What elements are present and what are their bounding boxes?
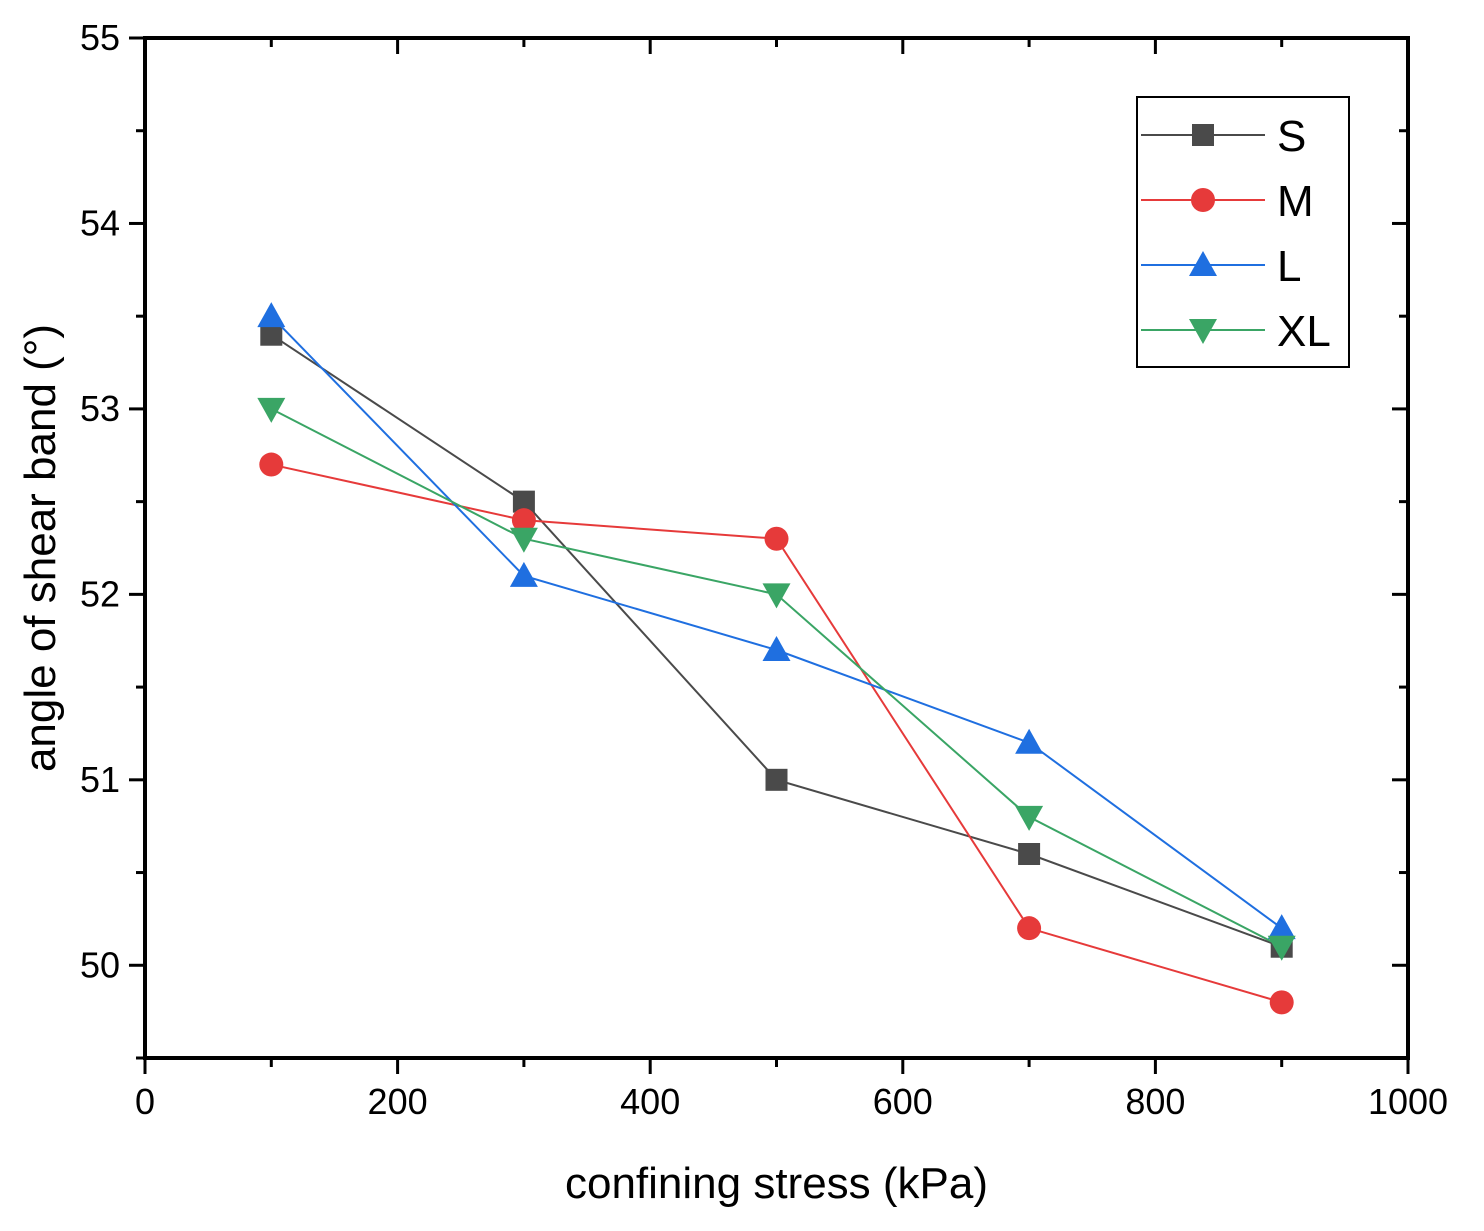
y-axis-title: angle of shear band (°) — [16, 324, 65, 772]
y-tick-label: 52 — [80, 573, 120, 614]
data-point-s — [260, 323, 283, 346]
legend-item-s: S — [1141, 112, 1306, 161]
legend-marker-m — [1191, 188, 1215, 212]
legend-item-l: L — [1141, 242, 1301, 291]
series-m — [259, 452, 1294, 1015]
y-tick-label: 50 — [80, 944, 120, 985]
data-point-m — [259, 452, 284, 477]
series-l — [257, 302, 1296, 940]
ticks-layer: 0 200 400 600 800 1000 50 51 52 53 54 55 — [80, 17, 1448, 1122]
legend-item-m: M — [1141, 177, 1314, 226]
x-tick-label: 200 — [368, 1081, 428, 1122]
legend-label-l: L — [1277, 242, 1301, 291]
legend: SML XL — [1136, 96, 1350, 368]
data-point-l — [1015, 728, 1044, 754]
y-tick-label: 51 — [80, 759, 120, 800]
data-point-xl — [509, 527, 538, 553]
series-line-xl — [270, 408, 1283, 948]
x-axis-title: confining stress (kPa) — [565, 1159, 988, 1208]
series-xl — [257, 397, 1296, 961]
data-point-xl — [1267, 935, 1296, 961]
y-tick-label: 54 — [80, 202, 120, 243]
data-point-m — [1017, 916, 1042, 941]
plot-frame — [143, 36, 1410, 1060]
legend-label-s: S — [1277, 112, 1306, 161]
data-point-m — [511, 508, 536, 533]
legend-label-m: M — [1277, 177, 1314, 226]
data-point-xl — [762, 583, 791, 609]
data-point-l — [1267, 914, 1296, 940]
legend-box — [1136, 96, 1350, 368]
y-tick-label: 55 — [80, 17, 120, 58]
legend-marker-l — [1189, 251, 1217, 276]
x-tick-label: 1000 — [1368, 1081, 1448, 1122]
data-point-s — [765, 768, 788, 791]
x-tick-label: 600 — [873, 1081, 933, 1122]
x-tick-label: 400 — [620, 1081, 680, 1122]
data-point-l — [257, 302, 286, 328]
legend-marker-s — [1192, 124, 1214, 146]
data-point-m — [764, 526, 789, 551]
data-point-s — [512, 490, 535, 513]
series-layer — [257, 302, 1296, 1015]
legend-label-xl: XL — [1277, 307, 1331, 356]
legend-item-xl: XL — [1141, 307, 1331, 356]
data-point-l — [762, 636, 791, 661]
x-tick-label: 0 — [135, 1081, 155, 1122]
data-point-m — [1269, 990, 1294, 1015]
data-point-xl — [257, 397, 286, 423]
series-line-l — [270, 315, 1283, 929]
y-tick-label: 53 — [80, 388, 120, 429]
legend-marker-xl — [1189, 319, 1217, 344]
data-point-s — [1018, 843, 1041, 865]
data-point-xl — [1015, 805, 1044, 831]
x-tick-label: 800 — [1125, 1081, 1185, 1122]
data-point-l — [509, 561, 538, 587]
